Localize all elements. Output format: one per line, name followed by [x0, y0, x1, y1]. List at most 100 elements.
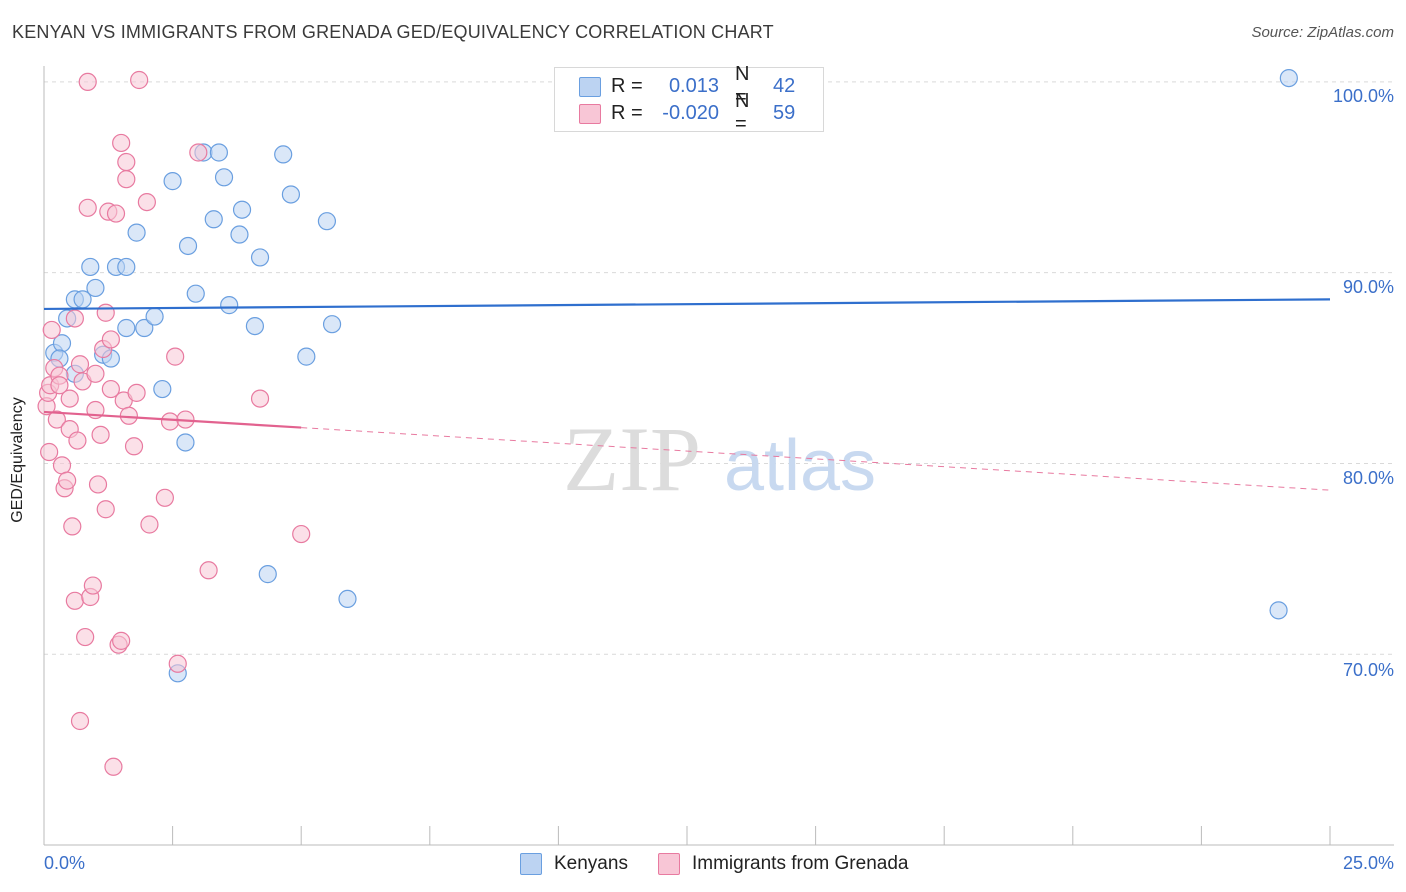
kenyans-point [209, 143, 228, 162]
grenada-point [117, 152, 136, 172]
grenada-point [50, 376, 69, 395]
grenada-point [112, 133, 131, 153]
kenyans-point [117, 318, 136, 338]
kenyans-point [153, 379, 172, 399]
kenyans-point [86, 278, 105, 298]
grenada-point [96, 303, 115, 322]
grenada-swatch [579, 104, 601, 124]
grenada-point [137, 192, 156, 212]
kenyans-point [317, 212, 337, 231]
y-axis-label: GED/Equivalency [9, 397, 26, 523]
grenada-point [160, 412, 180, 431]
grenada-trend-line-dashed [301, 427, 1331, 491]
grenada-point [76, 627, 95, 647]
kenyans-point [81, 257, 100, 277]
kenyans-point [186, 284, 205, 303]
kenyans-point [127, 223, 146, 242]
kenyans-point [135, 318, 154, 338]
series-kenyans [45, 67, 1298, 683]
grenada-point [96, 500, 115, 519]
grenada-point [130, 70, 149, 90]
kenyans-point [163, 172, 182, 191]
kenyans-point [274, 145, 293, 164]
grenada-point [155, 488, 174, 507]
kenyans-point [214, 168, 234, 187]
r-value-grenada: -0.020 [662, 101, 719, 124]
legend-swatch-kenyans [520, 853, 542, 875]
kenyans-point [145, 307, 164, 326]
grenada-point [68, 431, 87, 450]
grenada-point [78, 198, 97, 217]
kenyans-point [230, 225, 249, 244]
grenada-point [104, 757, 123, 776]
kenyans-point [245, 316, 265, 336]
kenyans-point [232, 200, 252, 219]
grenada-point [101, 330, 120, 349]
grenada-point [250, 389, 270, 408]
r-value-kenyans: 0.013 [668, 74, 719, 97]
y-tick-label: 100.0% [1332, 86, 1394, 106]
n-label: N = [735, 90, 750, 135]
r-label: R = [611, 101, 643, 124]
zipatlas-watermark: ZIP atlas [563, 408, 876, 510]
grenada-point [47, 410, 66, 429]
grenada-point [292, 524, 311, 544]
y-tick-label: 90.0% [1342, 277, 1394, 297]
legend-swatch-grenada [658, 853, 680, 875]
grenada-point [65, 309, 84, 328]
legend-label-grenada: Immigrants from Grenada [692, 853, 909, 874]
kenyans-point [204, 210, 223, 229]
grenada-point [40, 442, 59, 462]
y-tick-label: 70.0% [1342, 660, 1394, 680]
kenyans-point [250, 248, 270, 267]
grenada-point [199, 561, 218, 580]
kenyans-point [220, 296, 239, 315]
kenyans-point [1269, 601, 1288, 620]
kenyans-point [338, 589, 357, 609]
x-tick-label-max: 25.0% [1342, 853, 1394, 873]
chart-title: KENYAN VS IMMIGRANTS FROM GRENADA GED/EQ… [12, 22, 774, 42]
grenada-point [42, 320, 61, 340]
grenada-point [140, 515, 159, 534]
stats-legend-box: R = 0.013 N = 42 R = -0.020 N = 59 [554, 63, 824, 135]
n-value-grenada: 59 [773, 101, 796, 124]
grenada-point [65, 591, 84, 610]
grenada-point [58, 471, 77, 490]
grenada-point [60, 389, 79, 408]
x-tick-label-min: 0.0% [44, 853, 86, 873]
grenada-point [106, 204, 126, 223]
grenada-point [78, 72, 97, 92]
n-label: N = [735, 63, 750, 108]
grenada-point [101, 379, 120, 399]
grenada-point [70, 711, 90, 731]
grenada-point [83, 576, 102, 595]
series-grenada [37, 70, 311, 776]
grenada-point [63, 517, 82, 536]
kenyans-trend-line [43, 298, 1331, 311]
grenada-point [189, 143, 208, 162]
kenyans-point [297, 347, 316, 366]
grid-lines [44, 81, 1394, 655]
grenada-point [168, 654, 187, 673]
kenyans-point [281, 185, 301, 204]
grenada-point [166, 347, 185, 366]
grenada-point [86, 364, 105, 383]
n-value-kenyans: 42 [773, 74, 796, 97]
r-label: R = [611, 74, 643, 97]
grenada-point [112, 631, 131, 650]
grenada-point [70, 355, 90, 374]
legend-label-kenyans: Kenyans [554, 853, 628, 874]
kenyans-point [178, 236, 198, 256]
axes [43, 66, 1394, 846]
kenyans-point [176, 433, 195, 452]
watermark-zip: ZIP [563, 408, 701, 510]
grenada-point [117, 170, 136, 189]
chart-source: Source: ZipAtlas.com [1251, 24, 1394, 41]
kenyans-point [322, 315, 342, 334]
y-tick-label: 80.0% [1342, 468, 1394, 488]
grenada-point [88, 475, 108, 494]
kenyans-point [117, 257, 136, 277]
grenada-point [91, 425, 110, 444]
grenada-point [124, 437, 144, 456]
